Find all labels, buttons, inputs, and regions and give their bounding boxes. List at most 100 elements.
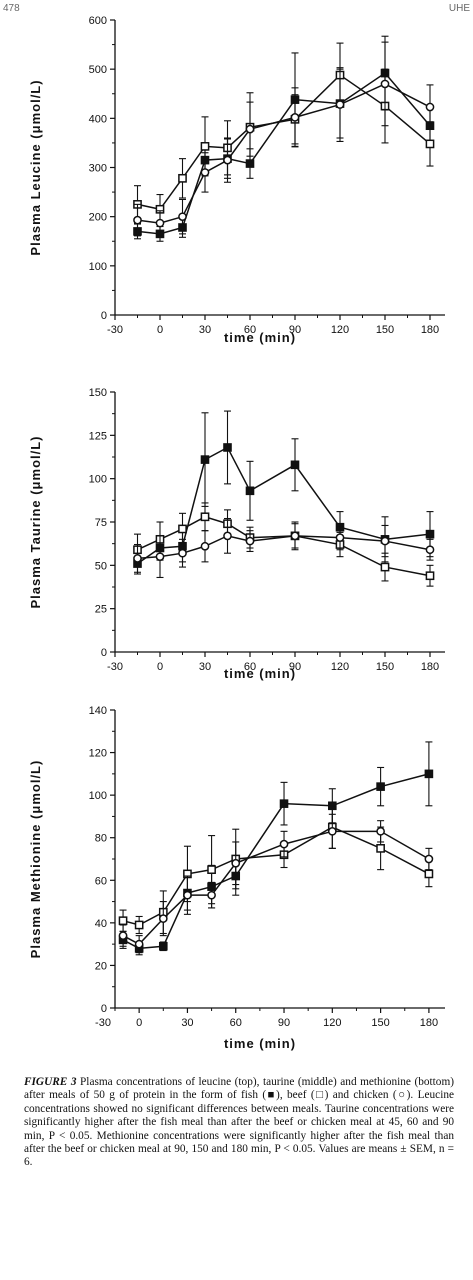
figure-caption-lead: FIGURE 3 (24, 1076, 77, 1088)
series-chicken (118, 813, 434, 954)
data-point-chicken (155, 552, 165, 562)
data-point-beef (380, 562, 390, 572)
data-point-fish (424, 769, 434, 779)
data-point-chicken (290, 113, 300, 122)
x-tick-label: 0 (157, 324, 163, 336)
x-tick-label: 0 (136, 1017, 142, 1029)
data-point-fish (279, 799, 289, 808)
series-line-chicken (122, 830, 430, 946)
data-point-chicken (200, 168, 210, 177)
data-point-fish (158, 941, 168, 951)
y-tick-label: 140 (89, 705, 107, 717)
data-point-chicken (200, 541, 210, 551)
data-point-chicken (380, 536, 390, 546)
data-point-beef (200, 142, 210, 151)
data-point-beef (118, 916, 128, 926)
data-point-chicken (231, 858, 241, 868)
y-tick-label: 0 (101, 647, 107, 659)
x-tick-label: 60 (244, 324, 256, 336)
data-point-beef (178, 524, 187, 534)
x-tick-label: 30 (181, 1017, 193, 1029)
data-point-beef (425, 139, 435, 149)
x-tick-label: -30 (95, 1017, 111, 1029)
data-point-chicken (134, 939, 144, 949)
data-point-chicken (290, 531, 300, 541)
data-point-chicken (223, 155, 232, 165)
series-line-chicken (137, 535, 431, 560)
page-number: 478 (3, 3, 20, 14)
figure-caption-text: Plasma concentrations of leucine (top), … (24, 1076, 454, 1169)
data-point-chicken (223, 531, 232, 541)
y-tick-label: 0 (101, 310, 107, 322)
data-point-chicken (245, 124, 255, 134)
data-point-beef (376, 844, 385, 853)
y-tick-label: 600 (89, 15, 107, 27)
data-point-chicken (178, 212, 187, 222)
x-tick-label: -30 (107, 661, 123, 673)
y-tick-label: 100 (89, 790, 107, 802)
data-point-beef (424, 869, 434, 879)
y-tick-label: 40 (95, 918, 107, 930)
data-point-chicken (376, 826, 385, 836)
data-point-fish (200, 455, 210, 464)
data-point-chicken (279, 839, 289, 849)
y-tick-label: 125 (89, 430, 107, 442)
data-point-chicken (158, 914, 168, 923)
x-axis-title: time (min) (224, 1036, 296, 1051)
data-point-fish (425, 529, 435, 539)
y-tick-label: 60 (95, 875, 107, 887)
series-beef (118, 805, 434, 935)
y-tick-label: 20 (95, 960, 107, 972)
y-tick-label: 50 (95, 560, 107, 572)
data-point-chicken (335, 533, 345, 542)
data-point-chicken (380, 79, 390, 89)
data-point-chicken (425, 102, 435, 112)
data-point-chicken (424, 854, 434, 864)
x-axis-title: time (min) (224, 666, 296, 681)
series-chicken (133, 517, 435, 579)
x-tick-label: -30 (107, 324, 123, 336)
series-fish (133, 410, 435, 575)
x-axis-title: time (min) (224, 330, 296, 345)
data-point-beef (134, 920, 144, 930)
y-tick-label: 25 (95, 604, 107, 616)
data-point-chicken (207, 890, 216, 900)
data-point-chicken (178, 548, 187, 558)
x-tick-label: 90 (289, 661, 301, 673)
x-tick-label: 60 (230, 1017, 242, 1029)
x-tick-label: 90 (278, 1017, 290, 1029)
series-fish (118, 741, 434, 956)
x-tick-label: 120 (331, 661, 349, 673)
y-tick-label: 75 (95, 517, 107, 529)
x-tick-label: 180 (421, 661, 439, 673)
data-point-chicken (118, 931, 128, 940)
y-axis-title: Plasma Methionine (μmol/L) (28, 760, 43, 959)
data-point-beef (425, 571, 435, 581)
series-line-beef (122, 826, 430, 926)
y-tick-label: 0 (101, 1003, 107, 1015)
y-tick-label: 100 (89, 474, 107, 486)
x-tick-label: 180 (421, 324, 439, 336)
x-tick-label: 150 (371, 1017, 389, 1029)
y-axis-title: Plasma Taurine (μmol/L) (28, 435, 43, 608)
series-line-beef (137, 74, 431, 211)
series-line-fish (137, 72, 431, 235)
x-tick-label: 180 (420, 1017, 438, 1029)
y-tick-label: 500 (89, 64, 107, 76)
methionine-chart: 0 20 40 60 80 100 120 140 -30 0 30 60 90 120 150 180 tim… (28, 705, 445, 1051)
data-point-chicken (335, 100, 345, 109)
y-tick-label: 150 (89, 387, 107, 399)
data-point-chicken (133, 215, 142, 225)
x-tick-label: 120 (323, 1017, 341, 1029)
data-point-fish (245, 486, 255, 496)
figure-caption: FIGURE 3 Plasma concentrations of leucin… (24, 1076, 454, 1170)
series-line-chicken (137, 83, 431, 224)
series-line-beef (137, 515, 431, 577)
data-point-chicken (245, 536, 255, 546)
series-line-fish (137, 446, 431, 565)
x-tick-label: 150 (376, 324, 394, 336)
data-point-chicken (183, 890, 192, 900)
y-tick-label: 200 (89, 212, 107, 224)
